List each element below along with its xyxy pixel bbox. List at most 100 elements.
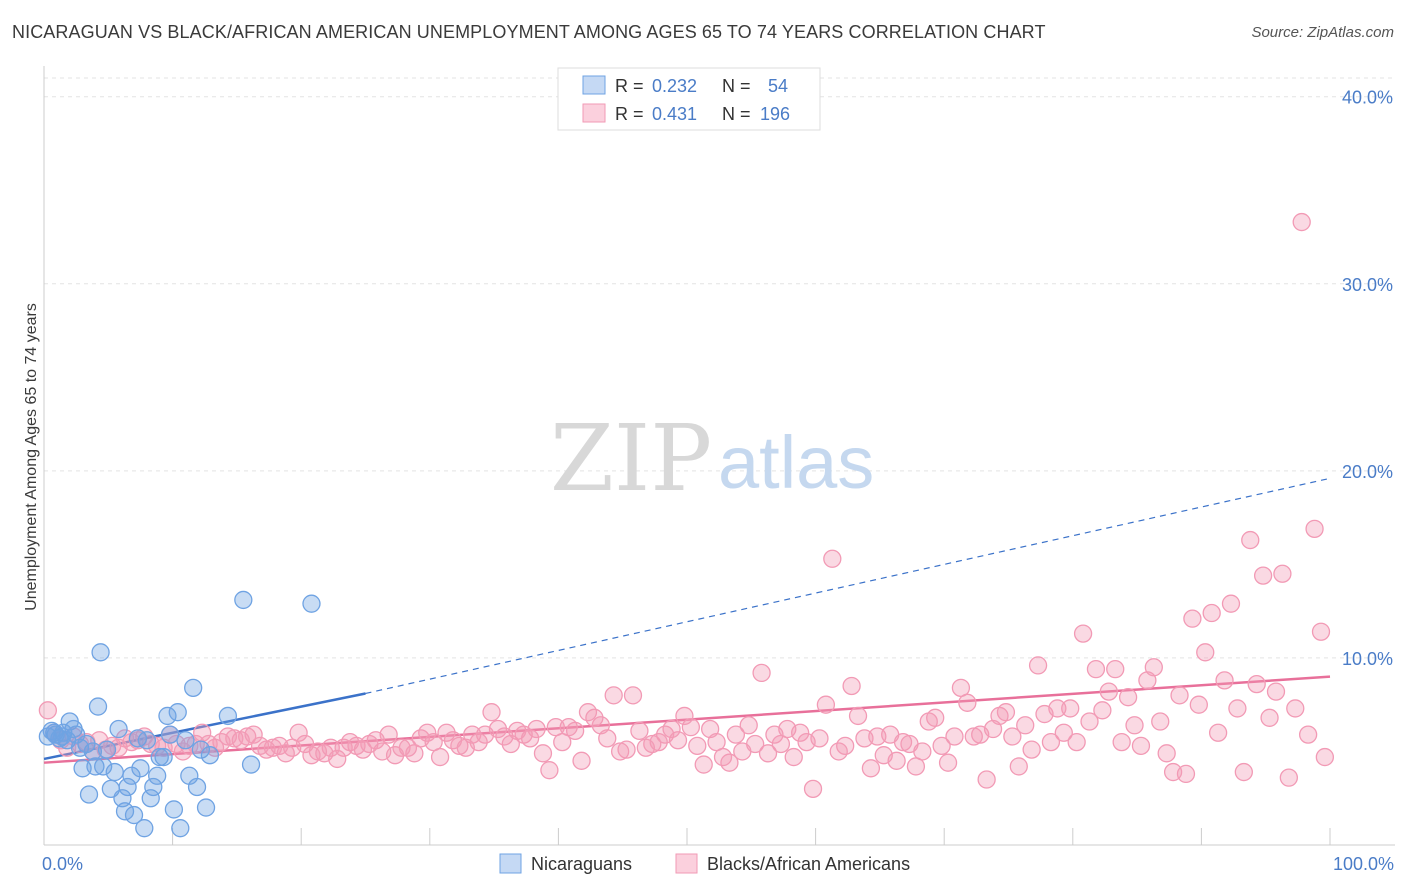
legend-swatch-black [582,103,606,123]
black-point-194 [1286,699,1305,718]
black-point-61 [430,747,450,767]
black-point-166 [1106,660,1125,679]
black-point-152 [1016,716,1035,735]
watermark-atlas: atlas [718,421,874,504]
x-tick-labels: 0.0% 100.0% [42,854,1394,874]
y-tick-label-2: 30.0% [1342,275,1393,295]
black-point-141 [945,727,964,746]
y-tick-label-1: 20.0% [1342,462,1393,482]
black-point-181 [1202,603,1221,623]
legend-r-label-2: R = [615,104,644,124]
black-point-76 [527,719,546,739]
legend-r-value-1: 0.232 [652,76,697,96]
legend-n-value-2: 196 [760,104,790,124]
nicaraguan-point-39 [168,703,187,722]
black-point-44 [321,738,340,757]
black-point-90 [617,740,636,759]
black-point-98 [668,731,688,750]
black-point-45 [328,749,347,769]
black-point-149 [996,703,1016,722]
black-point-184 [1221,594,1241,613]
nicaraguan-point-48 [218,706,238,726]
legend-r-value-2: 0.431 [652,104,697,124]
nicaraguan-point-40 [171,819,190,838]
y-tick-labels: 10.0% 20.0% 30.0% 40.0% [1342,88,1393,669]
nicaraguan-point-21 [109,719,128,739]
black-point-125 [842,676,861,696]
black-point-164 [1093,701,1112,720]
black-point-69 [482,703,501,722]
nicaraguan-point-24 [118,777,137,797]
black-point-163 [1086,660,1106,679]
black-point-158 [1054,723,1073,742]
nicaraguan-point-23 [115,802,135,821]
black-point-31 [238,727,257,746]
nicaraguan-point-30 [137,731,157,750]
black-point-173 [1151,712,1170,731]
black-point-17 [148,736,167,756]
legend-n-label-1: N = [722,76,751,96]
black-point-32 [244,725,263,744]
nicaraguan-point-16 [91,643,110,662]
black-point-198 [1311,622,1331,641]
black-point-160 [1067,732,1086,752]
black-point-193 [1279,768,1298,787]
black-point-102 [694,755,713,774]
grid [44,77,1395,659]
chart-title: NICARAGUAN VS BLACK/AFRICAN AMERICAN UNE… [12,22,1046,42]
black-point-143 [958,693,977,712]
black-point-23 [186,734,205,754]
nicaraguan-point-49 [234,590,253,610]
nicaraguan-point-13 [83,742,103,761]
nicaraguan-point-43 [184,678,203,698]
black-point-64 [450,736,469,756]
black-point-174 [1157,744,1176,763]
black-point-199 [1315,747,1335,767]
black-point-159 [1061,699,1080,718]
black-point-182 [1208,723,1228,742]
nicaraguan-point-15 [88,697,108,716]
black-point-78 [540,761,559,780]
black-point-192 [1273,564,1292,583]
black-point-195 [1292,212,1311,232]
black-point-190 [1260,708,1279,727]
nicaraguan-point-45 [191,740,211,759]
bottom-legend-label-nicaraguans: Nicaraguans [531,854,632,874]
black-point-176 [1170,686,1189,705]
axes [43,66,1395,846]
black-point-150 [1003,727,1022,746]
nicaraguan-point-29 [135,819,154,838]
black-point-59 [418,723,437,742]
black-point-169 [1125,716,1144,735]
nicaraguan-point-20 [105,762,124,782]
nicaraguan-point-26 [124,805,144,825]
black-point-112 [758,744,778,763]
black-point-87 [598,729,617,748]
black-point-186 [1234,762,1253,782]
nicaraguan-point-33 [148,766,167,785]
nicaraguan-point-17 [94,757,113,776]
black-point-132 [887,751,906,770]
nicaraguan-point-44 [187,777,207,797]
y-tick-label-3: 40.0% [1342,88,1393,108]
black-point-128 [861,759,881,778]
black-point-191 [1266,682,1286,701]
black-point-197 [1305,519,1324,538]
black-point-92 [630,721,649,741]
nicaraguan-point-38 [164,800,184,819]
series-black-points [38,212,1335,799]
black-point-99 [675,706,694,726]
black-point-67 [469,732,488,752]
black-point-179 [1189,695,1208,714]
black-point-178 [1183,609,1202,628]
black-point-107 [726,725,746,744]
black-point-83 [572,751,591,770]
black-point-187 [1241,530,1260,550]
bottom-legend-swatch-black [675,853,698,874]
black-point-122 [823,549,842,568]
nicaraguan-point-37 [160,725,180,744]
y-tick-label-0: 10.0% [1342,649,1393,669]
black-point-39 [289,723,308,742]
black-point-91 [623,686,643,705]
